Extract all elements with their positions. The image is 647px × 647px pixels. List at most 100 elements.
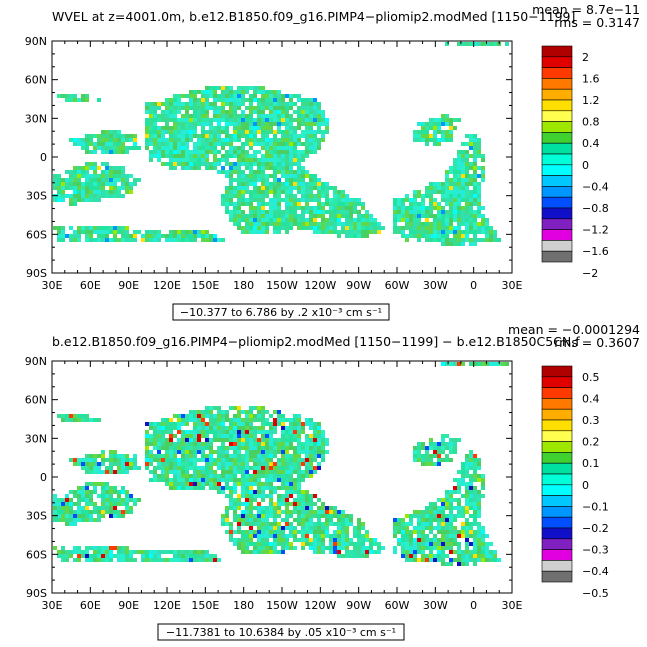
colorbar-label: −0.4 xyxy=(582,565,609,578)
colorbar-swatch xyxy=(541,196,573,209)
range-label-box: −11.7381 to 10.6384 by .05 x10⁻³ cm s⁻¹ xyxy=(157,623,405,641)
map-svg-top: WVEL at z=4001.0m, b.e12.B1850.f09_g16.P… xyxy=(25,2,640,321)
colorbar-label: −1.2 xyxy=(582,224,609,237)
range-label: −10.377 to 6.786 by .2 x10⁻³ cm s⁻¹ xyxy=(180,306,382,319)
lat-tick-label: 30S xyxy=(26,190,47,203)
map-panel-bottom: b.e12.B1850.f09_g16.PIMP4−pliomip2.modMe… xyxy=(0,320,647,643)
lon-tick-label: 150W xyxy=(266,279,298,292)
lon-tick-label: 150W xyxy=(266,599,298,612)
lon-tick-label: 90W xyxy=(346,599,371,612)
lat-tick-label: 30N xyxy=(25,112,47,125)
colorbar-swatch xyxy=(541,78,573,90)
colorbar-label: −0.1 xyxy=(582,500,609,513)
colorbar-swatch xyxy=(541,229,573,241)
colorbar-swatch xyxy=(541,175,573,187)
colorbar-label: −0.8 xyxy=(582,202,609,215)
colorbar-swatch xyxy=(541,538,573,550)
lon-tick-label: 30E xyxy=(42,279,63,292)
lon-tick-label: 120W xyxy=(304,599,336,612)
lat-tick-label: 60S xyxy=(26,228,47,241)
colorbar-label: 0.1 xyxy=(582,457,600,470)
lat-tick-label: 90S xyxy=(26,267,47,280)
lat-tick-label: 60N xyxy=(25,74,47,87)
colorbar-label: 0.8 xyxy=(582,116,600,129)
colorbar-swatch xyxy=(541,250,573,263)
colorbar-label: −0.4 xyxy=(582,180,609,193)
lon-tick-label: 30E xyxy=(502,599,523,612)
colorbar-swatch xyxy=(541,88,573,101)
colorbar-swatch xyxy=(541,132,573,144)
range-label-box: −10.377 to 6.786 by .2 x10⁻³ cm s⁻¹ xyxy=(172,303,390,321)
lat-tick-label: 30N xyxy=(25,432,47,445)
stat-mean: mean = −0.0001294 xyxy=(508,322,640,337)
lat-tick-label: 90N xyxy=(25,355,47,368)
colorbar-label: 1.6 xyxy=(582,72,600,85)
colorbar-label: 0.5 xyxy=(582,371,600,384)
lat-tick-label: 0 xyxy=(40,471,47,484)
panel-title: b.e12.B1850.f09_g16.PIMP4−pliomip2.modMe… xyxy=(52,334,580,349)
lon-tick-label: 120E xyxy=(153,279,181,292)
lat-tick-label: 60N xyxy=(25,394,47,407)
lon-tick-label: 60E xyxy=(80,279,101,292)
lon-axis: 30E 60E 90E 120E 150E 180 150W 120W 90W 60W 30W 0 30… xyxy=(42,41,523,292)
colorbar-swatch xyxy=(541,218,573,230)
colorbar-swatch xyxy=(541,419,573,432)
colorbar-swatch xyxy=(541,484,573,496)
colorbar-swatch xyxy=(541,398,573,410)
colorbar-label: 0.3 xyxy=(582,414,600,427)
colorbar-swatch xyxy=(541,570,573,583)
colorbar-swatch xyxy=(541,452,573,464)
colorbar-label: 2 xyxy=(582,51,589,64)
lat-tick-label: 60S xyxy=(26,548,47,561)
colorbar-swatch xyxy=(541,495,573,507)
lon-tick-label: 90E xyxy=(118,599,139,612)
colorbar-swatch xyxy=(541,142,573,155)
colorbar-swatch xyxy=(541,110,573,122)
map-field xyxy=(53,362,509,566)
lat-tick-label: 30S xyxy=(26,510,47,523)
range-label: −11.7381 to 10.6384 by .05 x10⁻³ cm s⁻¹ xyxy=(166,626,396,639)
colorbar-swatch xyxy=(541,99,573,112)
lon-tick-label: 90E xyxy=(118,279,139,292)
stat-mean: mean = 8.7e−11 xyxy=(532,2,640,17)
colorbar-label: 0 xyxy=(582,479,589,492)
lon-tick-label: 60W xyxy=(385,279,410,292)
lon-tick-label: 180 xyxy=(233,279,254,292)
lon-axis: 30E 60E 90E 120E 150E 180 150W 120W 90W 60W 30W 0 30… xyxy=(42,361,523,612)
colorbar-swatch xyxy=(541,56,573,68)
colorbar-swatch xyxy=(541,527,573,540)
lon-tick-label: 60W xyxy=(385,599,410,612)
colorbar-swatch xyxy=(541,376,573,388)
colorbar-swatch xyxy=(541,516,573,529)
colorbar-label: −0.3 xyxy=(582,544,609,557)
colorbar-swatch xyxy=(541,462,573,475)
map-panel-top: WVEL at z=4001.0m, b.e12.B1850.f09_g16.P… xyxy=(0,0,647,323)
lon-tick-label: 30E xyxy=(502,279,523,292)
lon-tick-label: 180 xyxy=(233,599,254,612)
colorbar-swatch xyxy=(541,408,573,421)
colorbar-swatch xyxy=(541,207,573,220)
lon-tick-label: 90W xyxy=(346,279,371,292)
lat-axis: 90N 60N 30N 0 30S 60S 90S xyxy=(25,35,512,280)
colorbar-label: −2 xyxy=(582,267,598,280)
colorbar-swatch xyxy=(541,549,573,561)
colorbar-swatch xyxy=(541,387,573,399)
lon-tick-label: 30E xyxy=(42,599,63,612)
lon-tick-label: 30W xyxy=(423,599,448,612)
colorbar-label: −0.2 xyxy=(582,522,609,535)
lon-tick-label: 120E xyxy=(153,599,181,612)
colorbar-swatch xyxy=(541,153,573,166)
lon-tick-label: 0 xyxy=(470,279,477,292)
colorbar-swatch xyxy=(541,164,573,176)
lon-tick-label: 60E xyxy=(80,599,101,612)
map-field xyxy=(53,42,509,246)
colorbar-label: −1.6 xyxy=(582,245,609,258)
colorbar-swatch xyxy=(541,240,573,252)
panel-title: WVEL at z=4001.0m, b.e12.B1850.f09_g16.P… xyxy=(52,9,575,24)
colorbar-swatch xyxy=(541,473,573,486)
colorbar: 0.5 0.4 0.3 0.2 0.1 0 −0.1 −0.2 −0.3 −0.4 −0.5 xyxy=(541,365,609,600)
lon-tick-label: 120W xyxy=(304,279,336,292)
colorbar: 2 1.6 1.2 0.8 0.4 0 −0.4 −0.8 −1.2 −1.6 −2 xyxy=(541,45,609,280)
colorbar-swatch xyxy=(541,186,573,198)
lat-tick-label: 90N xyxy=(25,35,47,48)
